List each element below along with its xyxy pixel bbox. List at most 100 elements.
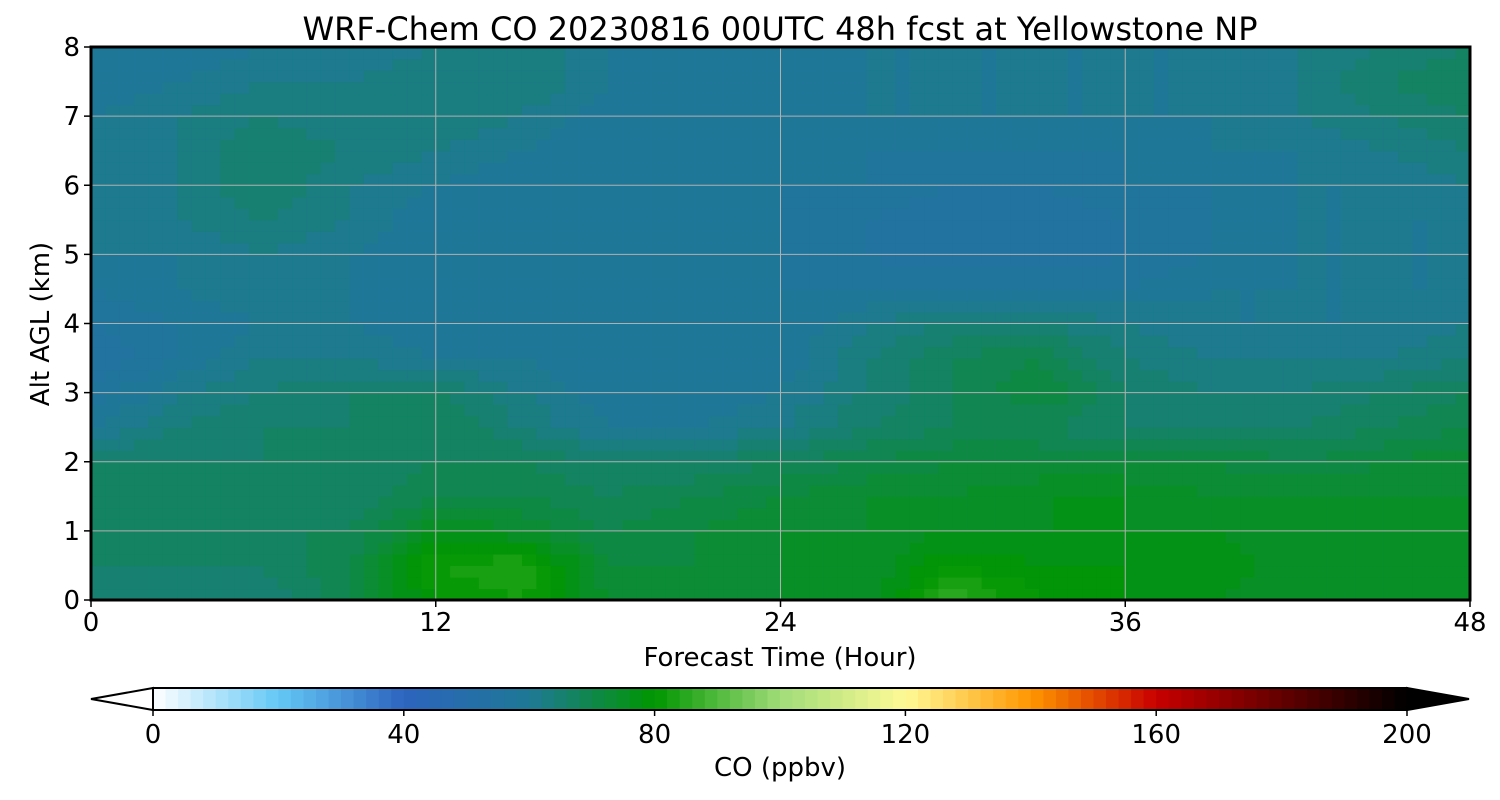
contour-cell bbox=[679, 116, 695, 129]
contour-cell bbox=[622, 335, 638, 348]
contour-cell bbox=[1125, 196, 1141, 209]
contour-cell bbox=[1398, 381, 1414, 394]
contour-cell bbox=[392, 231, 408, 244]
contour-cell bbox=[162, 58, 178, 71]
contour-cell bbox=[608, 47, 624, 60]
contour-cell bbox=[1153, 150, 1169, 163]
contour-cell bbox=[1067, 369, 1083, 382]
contour-cell bbox=[407, 47, 422, 60]
contour-cell bbox=[292, 150, 308, 163]
contour-cell bbox=[421, 404, 437, 417]
contour-cell bbox=[708, 219, 724, 232]
contour-cell bbox=[636, 173, 652, 186]
contour-cell bbox=[1153, 404, 1169, 417]
contour-cell bbox=[1211, 588, 1227, 601]
contour-cell bbox=[191, 381, 207, 394]
contour-cell bbox=[105, 461, 121, 474]
contour-cell bbox=[952, 116, 968, 129]
contour-cell bbox=[1010, 346, 1026, 359]
contour-cell bbox=[1168, 392, 1184, 405]
colorbar-segment bbox=[692, 688, 706, 710]
contour-cell bbox=[378, 461, 394, 474]
contour-cell bbox=[852, 450, 868, 463]
contour-cell bbox=[1283, 415, 1299, 428]
contour-cell bbox=[1067, 231, 1083, 244]
contour-cell bbox=[1139, 196, 1155, 209]
contour-cell bbox=[981, 162, 997, 175]
contour-cell bbox=[105, 473, 121, 486]
contour-cell bbox=[1182, 392, 1198, 405]
contour-cell bbox=[737, 519, 753, 532]
contour-cell bbox=[292, 323, 308, 336]
contour-cell bbox=[1369, 530, 1385, 543]
contour-cell bbox=[766, 173, 782, 186]
contour-cell bbox=[335, 507, 351, 520]
contour-cell bbox=[622, 415, 638, 428]
contour-cell bbox=[708, 507, 724, 520]
contour-cell bbox=[622, 496, 638, 509]
contour-cell bbox=[550, 496, 566, 509]
contour-cell bbox=[162, 553, 178, 567]
contour-cell bbox=[363, 139, 379, 152]
contour-cell bbox=[205, 231, 221, 244]
contour-cell bbox=[1139, 588, 1155, 601]
contour-cell bbox=[1010, 196, 1026, 209]
contour-cell bbox=[277, 565, 293, 578]
contour-cell bbox=[134, 196, 150, 209]
contour-cell bbox=[392, 576, 408, 590]
colorbar-segment bbox=[1118, 688, 1132, 710]
contour-cell bbox=[651, 323, 667, 336]
contour-cell bbox=[1225, 473, 1241, 486]
contour-cell bbox=[665, 519, 681, 532]
contour-cell bbox=[421, 127, 437, 140]
contour-cell bbox=[1225, 323, 1241, 336]
contour-cell bbox=[1326, 47, 1342, 60]
contour-cell bbox=[967, 116, 983, 129]
colorbar-segment bbox=[1156, 688, 1170, 710]
contour-cell bbox=[205, 438, 221, 451]
contour-cell bbox=[363, 484, 379, 497]
colorbar-segment bbox=[153, 688, 167, 710]
contour-cell bbox=[1125, 415, 1141, 428]
contour-cell bbox=[1153, 242, 1169, 255]
contour-cell bbox=[579, 450, 595, 463]
contour-cell bbox=[91, 496, 106, 509]
contour-cell bbox=[895, 438, 911, 451]
contour-cell bbox=[809, 530, 825, 543]
contour-cell bbox=[1383, 496, 1399, 509]
contour-cell bbox=[1225, 369, 1241, 382]
contour-cell bbox=[105, 254, 121, 267]
contour-cell bbox=[1254, 58, 1270, 71]
contour-cell bbox=[1412, 242, 1428, 255]
colorbar-segment bbox=[993, 688, 1007, 710]
contour-cell bbox=[1355, 496, 1371, 509]
contour-cell bbox=[536, 530, 552, 543]
contour-cell bbox=[995, 346, 1011, 359]
contour-cell bbox=[751, 565, 767, 578]
contour-cell bbox=[478, 300, 494, 313]
contour-cell bbox=[1225, 277, 1241, 290]
contour-cell bbox=[1441, 242, 1457, 255]
contour-cell bbox=[708, 162, 724, 175]
contour-cell bbox=[1197, 70, 1213, 83]
contour-cell bbox=[119, 484, 135, 497]
contour-cell bbox=[1455, 530, 1471, 543]
contour-cell bbox=[938, 542, 954, 555]
contour-cell bbox=[177, 369, 193, 382]
contour-cell bbox=[1168, 127, 1184, 140]
contour-cell bbox=[134, 565, 150, 578]
contour-cell bbox=[450, 196, 466, 209]
contour-cell bbox=[550, 93, 566, 106]
x-tick-label: 12 bbox=[419, 608, 452, 638]
contour-cell bbox=[981, 127, 997, 140]
contour-cell bbox=[177, 277, 193, 290]
contour-cell bbox=[823, 231, 839, 244]
contour-cell bbox=[723, 127, 738, 140]
contour-cell bbox=[134, 461, 150, 474]
contour-cell bbox=[1441, 219, 1457, 232]
contour-cell bbox=[766, 530, 782, 543]
contour-cell bbox=[464, 173, 480, 186]
contour-cell bbox=[1039, 450, 1055, 463]
contour-cell bbox=[1139, 70, 1155, 83]
contour-cell bbox=[967, 70, 983, 83]
